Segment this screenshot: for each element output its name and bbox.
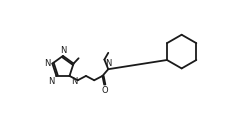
Text: N: N: [60, 46, 66, 55]
Text: N: N: [71, 77, 77, 86]
Text: N: N: [44, 59, 51, 68]
Text: N: N: [49, 77, 55, 86]
Text: N: N: [105, 59, 112, 68]
Text: O: O: [101, 86, 108, 95]
